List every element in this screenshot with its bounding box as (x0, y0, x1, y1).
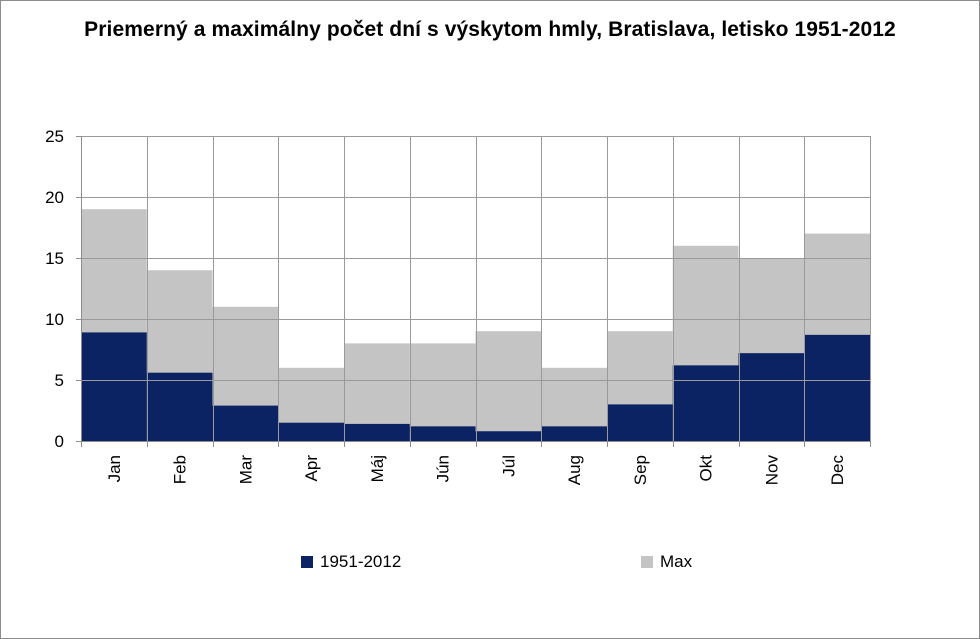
legend-label-max: Max (660, 552, 693, 571)
x-tick-label-Aug: Aug (565, 455, 584, 485)
avg-bar-Jún (409, 426, 476, 441)
x-tick-label-Mar: Mar (236, 455, 255, 485)
avg-series (81, 332, 870, 441)
x-tick-label-Nov: Nov (762, 455, 781, 486)
avg-bar-Okt (672, 365, 739, 441)
x-tick-label-Okt: Okt (697, 455, 716, 482)
x-tick-label-Jan: Jan (105, 455, 124, 482)
y-tick-labels: 0 5 10 15 20 25 (45, 127, 64, 451)
x-tick-label-Sep: Sep (631, 455, 650, 485)
y-tick-label-10: 10 (45, 310, 64, 329)
x-tick-label-Dec: Dec (828, 455, 847, 486)
avg-bar-Sep (607, 404, 673, 441)
avg-bar-Júl (475, 431, 542, 441)
max-bar-Jún (409, 343, 476, 441)
legend-item-avg: 1951-2012 (301, 552, 401, 572)
max-bar-Júl (475, 331, 542, 441)
legend-label-avg: 1951-2012 (320, 552, 402, 571)
x-tick-labels: Jan Feb Mar Apr Máj Jún Júl Aug Sep Okt Nov Dec (105, 455, 847, 486)
y-tick-label-25: 25 (45, 127, 64, 146)
avg-bar-Apr (278, 422, 344, 441)
chart-title: Priemerný a maximálny počet dní s výskyt… (84, 18, 896, 41)
x-tick-label-Júl: Júl (499, 455, 518, 477)
legend-item-max: Max (641, 552, 692, 572)
avg-bar-Feb (146, 372, 213, 441)
avg-bar-Nov (738, 353, 805, 441)
avg-bar-Mar (212, 405, 279, 441)
x-tick-label-Feb: Feb (171, 455, 190, 484)
x-tick-label-Jún: Jún (434, 455, 453, 482)
legend-swatch-max (641, 556, 653, 568)
avg-bar-Máj (344, 423, 410, 441)
y-tick-label-20: 20 (45, 188, 64, 207)
legend-swatch-avg (301, 556, 313, 568)
x-tick-label-Apr: Apr (302, 455, 321, 482)
avg-bar-Dec (804, 334, 870, 441)
y-tick-label-0: 0 (55, 432, 64, 451)
legend: 1951-2012 Max (0, 552, 980, 576)
avg-bar-Aug (541, 426, 607, 441)
avg-bar-Jan (81, 332, 147, 441)
gridlines (81, 136, 871, 441)
y-tick-label-5: 5 (55, 371, 64, 390)
y-tick-label-15: 15 (45, 249, 64, 268)
x-tick-label-Máj: Máj (368, 455, 387, 482)
axes (76, 136, 871, 447)
